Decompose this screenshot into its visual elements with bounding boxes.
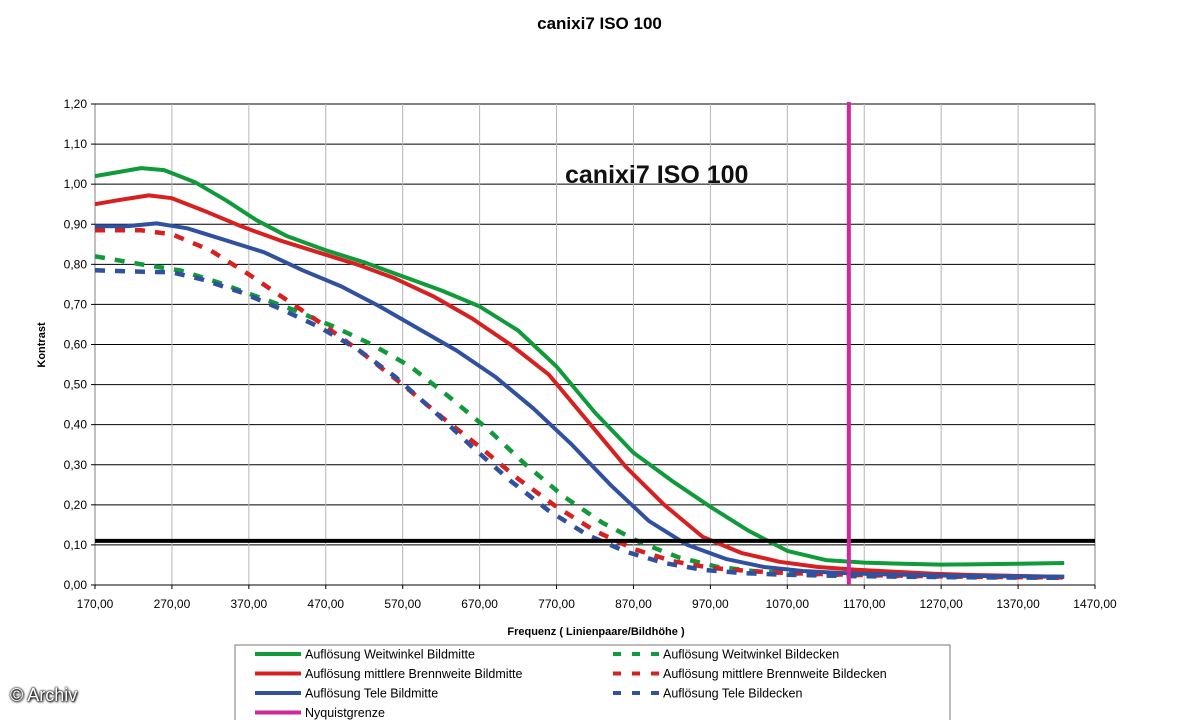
- x-tick-labels: 170,00 270,00 370,00 470,00 570,00 670,00 770,…: [77, 597, 1117, 611]
- legend-label-6: Auflösung Tele Bildecken: [663, 687, 802, 701]
- series-layer: [94, 166, 1065, 581]
- series-line-6: [94, 268, 1065, 581]
- series-line-5: [95, 221, 1065, 579]
- legend-label-7: Nyquistgrenze: [305, 706, 385, 720]
- x-tick-label: 1170,00: [843, 597, 886, 611]
- legend: Auflösung Weitwinkel Bildmitte Auflösung …: [234, 644, 951, 720]
- legend-label-2: Auflösung Weitwinkel Bildecken: [663, 648, 839, 662]
- y-tick-label: 1,20: [64, 97, 88, 111]
- series-line-1: [94, 166, 1065, 567]
- x-tick-label: 1470,00: [1073, 597, 1117, 611]
- legend-label-3: Auflösung mittlere Brennweite Bildmitte: [305, 667, 523, 681]
- inner-title: canixi7 ISO 100: [565, 161, 748, 189]
- y-tick-label: 0,90: [64, 217, 88, 231]
- x-tick-label: 1070,00: [766, 597, 810, 611]
- x-tick-label: 370,00: [230, 597, 267, 611]
- series-line-2: [94, 254, 1065, 581]
- y-tick-label: 0,30: [64, 458, 88, 472]
- chart-title: canixi7 ISO 100: [537, 14, 662, 33]
- y-tick-label: 0,70: [64, 297, 88, 311]
- series-line-3: [94, 193, 1065, 579]
- x-tick-label: 870,00: [615, 597, 652, 611]
- legend-label-5: Auflösung Tele Bildmitte: [305, 687, 438, 701]
- series-line-4: [95, 228, 1065, 580]
- x-tick-label: 570,00: [384, 597, 421, 611]
- x-tick-label: 270,00: [154, 597, 191, 611]
- x-tick-label: 1270,00: [919, 597, 963, 611]
- y-tick-label: 0,10: [64, 538, 88, 552]
- y-tick-label: 1,00: [64, 177, 88, 191]
- y-tick-label: 0,00: [64, 578, 88, 592]
- x-tick-label: 670,00: [461, 597, 498, 611]
- y-tick-label: 0,20: [64, 498, 88, 512]
- x-tick-label: 770,00: [538, 597, 575, 611]
- y-tick-label: 0,60: [64, 338, 88, 352]
- grid-lines: [91, 103, 1096, 589]
- y-tick-labels: 0,00 0,10 0,20 0,30 0,40 0,50 0,60 0,70 0,80 0,90…: [64, 97, 88, 592]
- x-tick-label: 970,00: [692, 597, 729, 611]
- y-tick-label: 0,80: [64, 257, 88, 271]
- legend-label-1: Auflösung Weitwinkel Bildmitte: [305, 648, 475, 662]
- x-axis-label: Frequenz ( Linienpaare/Bildhöhe ): [507, 626, 685, 638]
- x-tick-label: 1370,00: [996, 597, 1040, 611]
- y-tick-label: 1,10: [64, 137, 88, 151]
- legend-label-4: Auflösung mittlere Brennweite Bildecken: [663, 667, 887, 681]
- y-tick-label: 0,50: [64, 378, 88, 392]
- x-tick-label: 170,00: [77, 597, 114, 611]
- y-axis-label: Kontrast: [36, 322, 48, 368]
- legend-box: [234, 644, 951, 720]
- copyright-watermark: © Archiv: [10, 685, 78, 705]
- x-tick-label: 470,00: [307, 597, 344, 611]
- y-tick-label: 0,40: [64, 418, 88, 432]
